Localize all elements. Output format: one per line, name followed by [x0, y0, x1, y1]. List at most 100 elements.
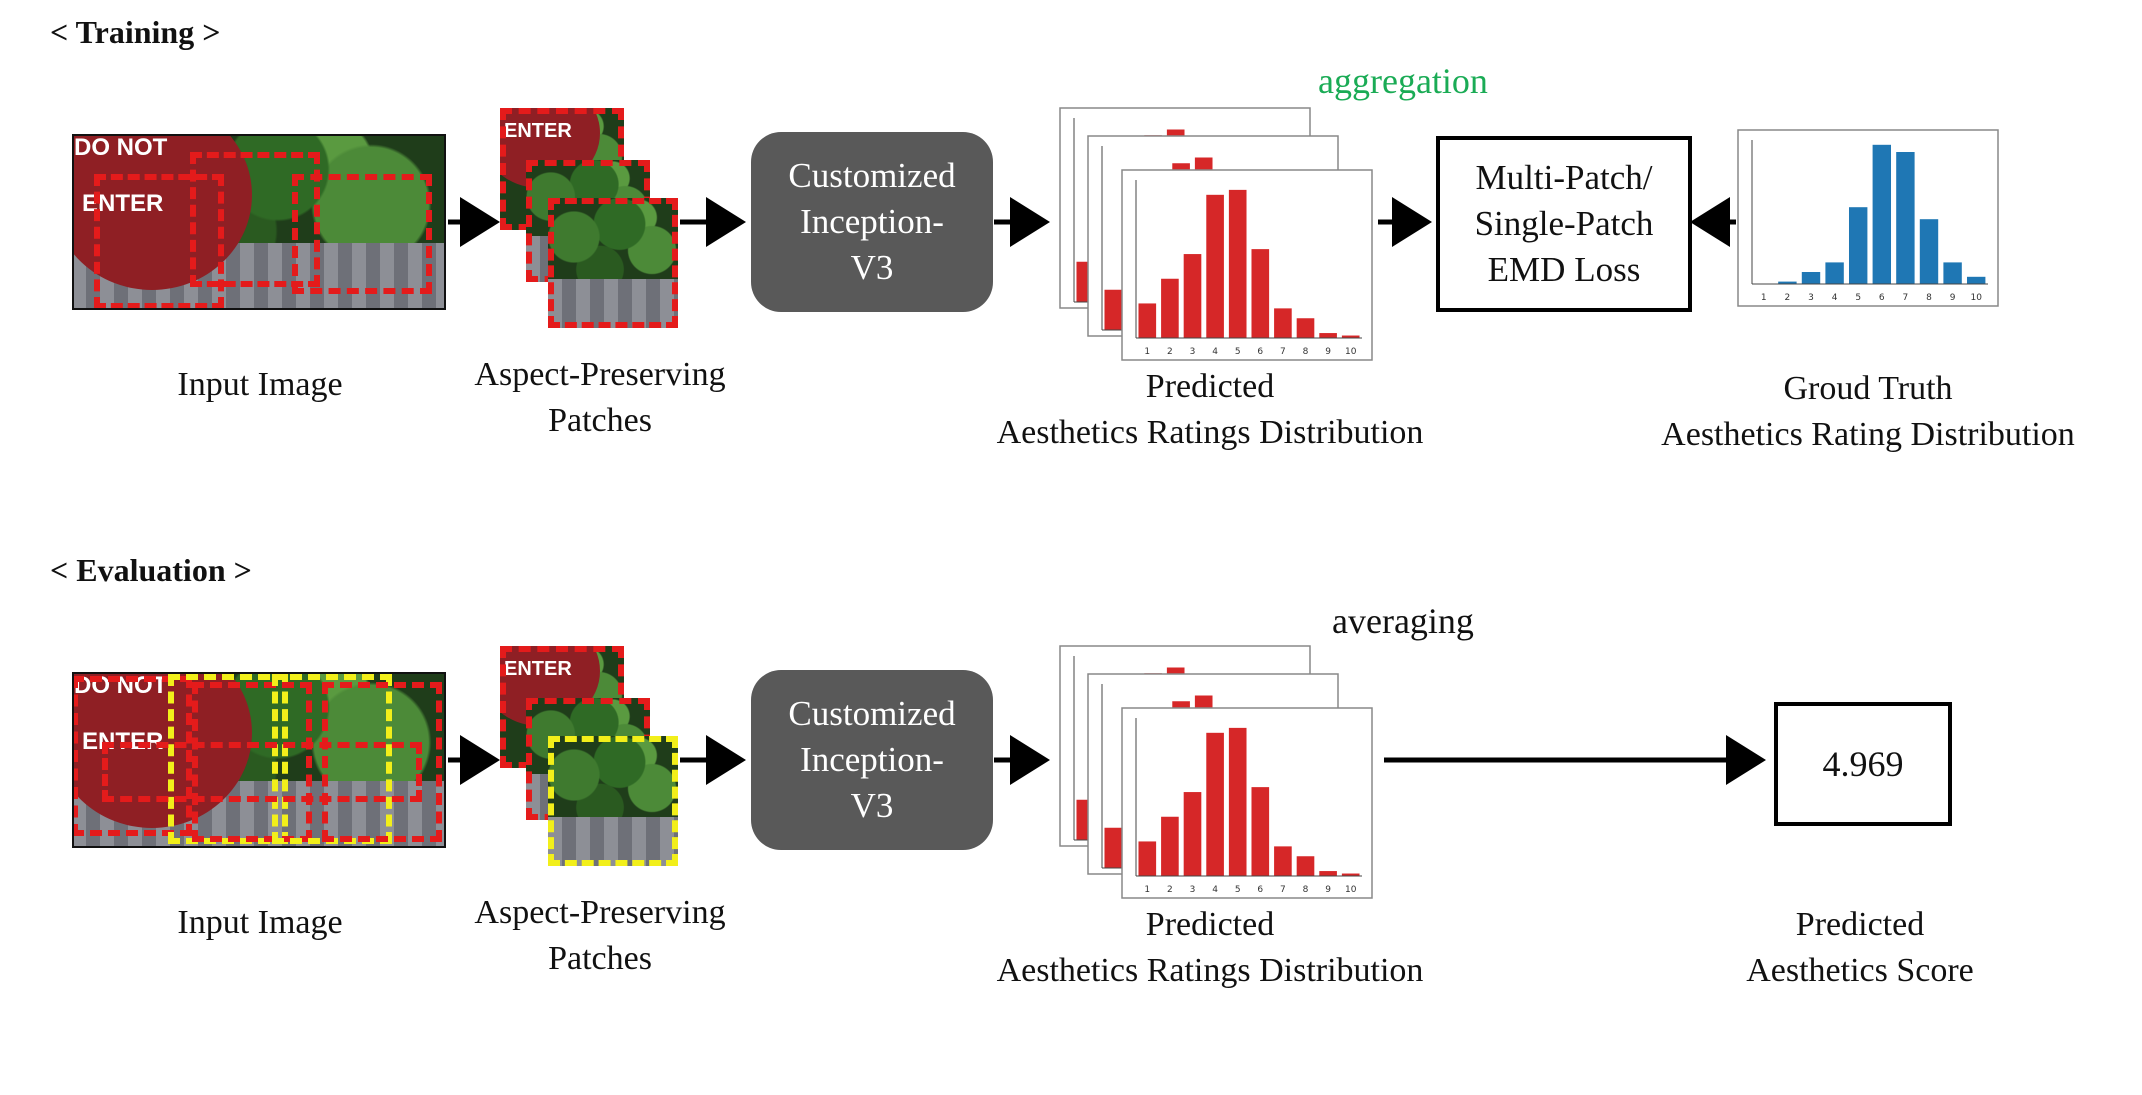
caption-line: Aesthetics Rating Distribution — [1661, 416, 2075, 453]
front-chart-tick-label: 9 — [1325, 347, 1331, 357]
front-chart-tick-label: 7 — [1280, 885, 1286, 895]
model-line-3: V3 — [850, 248, 894, 287]
front-chart-tick-label: 10 — [1345, 885, 1357, 895]
front-chart-bar — [1274, 846, 1292, 876]
ground-truth-chart-bar — [1896, 152, 1915, 284]
front-chart-tick-label: 7 — [1280, 347, 1286, 357]
emd-loss-box: Multi-Patch/ Single-Patch EMD Loss — [1436, 136, 1692, 312]
front-chart-bar — [1251, 249, 1270, 338]
ground-truth-chart-tick-label: 9 — [1950, 293, 1956, 303]
predicted-distribution-stack: 1 2 3 4 5 6 7 8 9 10 — [1059, 107, 1373, 361]
ground-truth-chart-bar — [1848, 207, 1868, 284]
ground-truth-chart-bar — [1943, 262, 1962, 284]
evaluation-input-image: DO NOT ENTER — [72, 672, 446, 848]
front-chart-bar — [1228, 189, 1247, 338]
patch-outline — [94, 174, 224, 309]
front-chart-tick-label: 10 — [1345, 347, 1357, 357]
front-chart-tick-label: 4 — [1212, 347, 1218, 357]
inception-v3-model-box: Customized Inception- V3 — [751, 670, 993, 850]
ground-truth-chart-tick-label: 2 — [1785, 293, 1791, 303]
front-chart-bar — [1183, 792, 1202, 876]
ground-truth-chart-tick-label: 1 — [1761, 293, 1767, 303]
patch-outline — [192, 682, 312, 842]
front-chart-bar — [1319, 333, 1337, 338]
front-chart-bar — [1138, 841, 1157, 876]
front-chart-tick-label: 1 — [1144, 347, 1150, 357]
ground-truth-chart-tick-label: 7 — [1903, 293, 1909, 303]
ground-truth-chart-bar — [1778, 281, 1797, 284]
input-image-border — [72, 672, 446, 848]
ground-truth-distribution-chart: 1 2 3 4 5 6 7 8 9 10 — [1737, 129, 1999, 307]
evaluation-predicted-caption: Predicted Aesthetics Ratings Distributio… — [960, 902, 1460, 994]
evaluation-patches-caption: Aspect-Preserving Patches — [440, 890, 760, 982]
patch-border-highlight — [548, 736, 678, 866]
training-input-image: DO NOT ENTER — [72, 134, 446, 310]
front-chart-tick-label: 4 — [1212, 885, 1218, 895]
patch-outline — [292, 174, 432, 294]
front-chart-tick-label: 5 — [1235, 347, 1241, 357]
front-chart-tick-label: 3 — [1190, 885, 1196, 895]
front-chart-tick-label: 6 — [1257, 347, 1263, 357]
caption-line: Patches — [548, 940, 652, 977]
evaluation-title: < Evaluation > — [50, 552, 252, 588]
caption-line: Aesthetics Ratings Distribution — [996, 414, 1424, 451]
ground-truth-chart-tick-label: 10 — [1970, 293, 1982, 303]
predicted-score-value: 4.969 — [1822, 744, 1904, 784]
ground-truth-chart-panel: 1 2 3 4 5 6 7 8 9 10 — [1737, 129, 1999, 307]
ground-truth-chart-tick-label: 6 — [1879, 293, 1885, 303]
model-line-1: Customized — [788, 694, 956, 733]
ground-truth-chart-bar — [1966, 276, 1986, 284]
front-chart-panel: 1 2 3 4 5 6 7 8 9 10 — [1121, 169, 1373, 361]
front-chart-bar — [1161, 278, 1179, 338]
sign-text-line1: DO NOT — [74, 134, 168, 161]
ground-truth-chart-tick-label: 8 — [1926, 293, 1932, 303]
front-chart-bar — [1161, 816, 1179, 876]
patch-outline — [322, 682, 442, 842]
sign-text-line2: ENTER — [82, 728, 164, 755]
ground-truth-chart-tick-label: 3 — [1808, 293, 1814, 303]
patch-thumbnail — [548, 198, 678, 328]
caption-line: Predicted — [1145, 906, 1275, 943]
front-chart-bar — [1296, 856, 1315, 876]
training-patches-caption: Aspect-Preserving Patches — [440, 352, 760, 444]
front-chart-tick-label: 8 — [1303, 347, 1309, 357]
front-chart-bar — [1274, 308, 1292, 338]
predicted-score-box: 4.969 — [1774, 702, 1952, 826]
model-line-3: V3 — [850, 786, 894, 825]
front-chart-tick-label: 8 — [1303, 885, 1309, 895]
caption-line: Aesthetics Score — [1746, 952, 1974, 989]
front-chart-bar — [1251, 787, 1270, 876]
patch-sign-text: ENTER — [504, 658, 572, 680]
middle-chart-bar — [1104, 289, 1123, 330]
patch-outline — [190, 152, 320, 287]
front-chart-panel: 1 2 3 4 5 6 7 8 9 10 — [1121, 707, 1373, 899]
front-chart-bar — [1138, 303, 1157, 338]
ground-truth-chart-tick-label: 5 — [1855, 293, 1861, 303]
loss-line-2: Single-Patch — [1474, 204, 1654, 243]
predicted-distribution-stack: 1 2 3 4 5 6 7 8 9 10 — [1059, 645, 1373, 899]
caption-line: Aspect-Preserving — [474, 356, 726, 393]
caption-line: Patches — [548, 402, 652, 439]
front-chart-bar — [1296, 318, 1315, 338]
inception-v3-model-box: Customized Inception- V3 — [751, 132, 993, 312]
ground-truth-caption: Groud Truth Aesthetics Rating Distributi… — [1618, 366, 2118, 458]
front-chart-tick-label: 3 — [1190, 347, 1196, 357]
patch-outline — [72, 676, 192, 836]
front-chart-tick-label: 6 — [1257, 885, 1263, 895]
front-chart-tick-label: 1 — [1144, 885, 1150, 895]
model-line-2: Inception- — [800, 740, 944, 779]
patch-outline — [102, 742, 422, 802]
model-line-2: Inception- — [800, 202, 944, 241]
ground-truth-chart-bar — [1825, 262, 1844, 284]
training-input-caption: Input Image — [177, 366, 343, 403]
ground-truth-chart-tick-label: 4 — [1832, 293, 1838, 303]
front-chart-tick-label: 2 — [1167, 885, 1173, 895]
caption-line: Aspect-Preserving — [474, 894, 726, 931]
front-chart-tick-label: 9 — [1325, 885, 1331, 895]
training-predicted-caption: Predicted Aesthetics Ratings Distributio… — [960, 364, 1460, 456]
front-chart-tick-label: 5 — [1235, 885, 1241, 895]
caption-line: Groud Truth — [1783, 370, 1953, 407]
caption-line: Aesthetics Ratings Distribution — [996, 952, 1424, 989]
front-chart-bar — [1183, 254, 1202, 338]
